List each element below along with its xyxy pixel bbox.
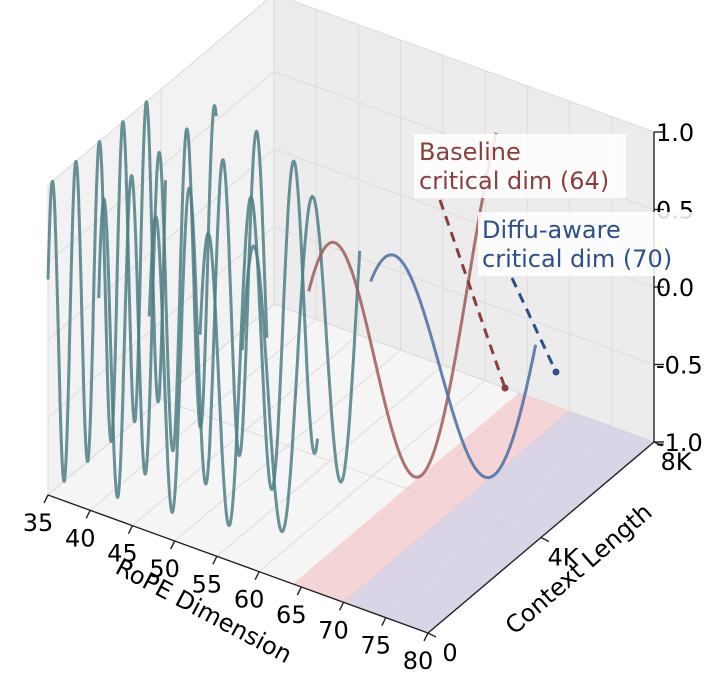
z-tick-label: 0.0: [656, 274, 694, 302]
x-tick: [423, 632, 429, 642]
y-tick-label: 8K: [660, 448, 692, 476]
x-tick-label: 55: [192, 570, 223, 598]
baseline-leader-point: [501, 384, 509, 392]
series-line-dim-35: [46, 100, 167, 483]
z-tick-label: 1.0: [656, 119, 694, 147]
x-tick-label: 80: [403, 647, 434, 675]
x-tick-label: 65: [276, 601, 307, 629]
x-tick-label: 40: [65, 524, 96, 552]
series-line-dim-41: [97, 104, 218, 499]
annotation-diffu-line1: Diffu-aware: [482, 216, 621, 244]
grid-line: [47, 148, 275, 341]
diffu-leader-point: [552, 368, 560, 376]
x-tick: [296, 586, 302, 596]
series-curves: [46, 100, 538, 534]
y-tick: [427, 632, 437, 638]
series-line-dim-53: [198, 159, 319, 527]
z-tick-label: -0.5: [656, 352, 703, 380]
x-tick: [212, 556, 218, 565]
x-tick: [338, 602, 345, 611]
x-tick-label: 60: [234, 586, 265, 614]
diffu-leader: [510, 277, 558, 373]
y-tick-label: 4K: [547, 544, 579, 572]
x-tick-label: 35: [23, 509, 54, 537]
x-tick: [381, 617, 387, 626]
annotation-diffu-line2: critical dim (70): [482, 245, 672, 273]
series-line-dim-47: [147, 129, 269, 514]
annotation-baseline-line2: critical dim (64): [419, 167, 609, 195]
grid-line: [47, 0, 268, 186]
series-line-dim-58: [240, 194, 362, 534]
annotation-baseline: Baseline critical dim (64): [414, 134, 626, 198]
grid-line: [273, 226, 655, 365]
x-tick: [43, 494, 49, 504]
floor-regions: [292, 392, 654, 633]
x-tick-label: 45: [107, 540, 138, 568]
grid-line: [289, 0, 655, 133]
x-tick: [85, 510, 91, 519]
y-tick: [540, 536, 550, 543]
x-tick-label: 50: [149, 555, 180, 583]
x-tick: [254, 571, 260, 580]
grid-line: [47, 303, 275, 496]
x-tick: [170, 540, 176, 550]
z-tick-label: -1.0: [656, 429, 703, 457]
annotation-diffu-aware: Diffu-aware critical dim (70): [478, 212, 692, 276]
x-tick-label: 70: [318, 616, 349, 644]
series-line-dim-70: [369, 253, 538, 480]
series-line-dim-64: [307, 132, 498, 479]
floor-region-1: [343, 411, 654, 633]
x-tick: [127, 525, 134, 534]
annotation-leaders: [438, 199, 560, 392]
annotation-baseline-line1: Baseline: [419, 138, 521, 166]
floor-region-0: [292, 392, 570, 603]
y-tick-label: 0: [442, 639, 457, 667]
x-axis-line: [47, 494, 429, 634]
x-tick-label: 75: [361, 632, 392, 660]
